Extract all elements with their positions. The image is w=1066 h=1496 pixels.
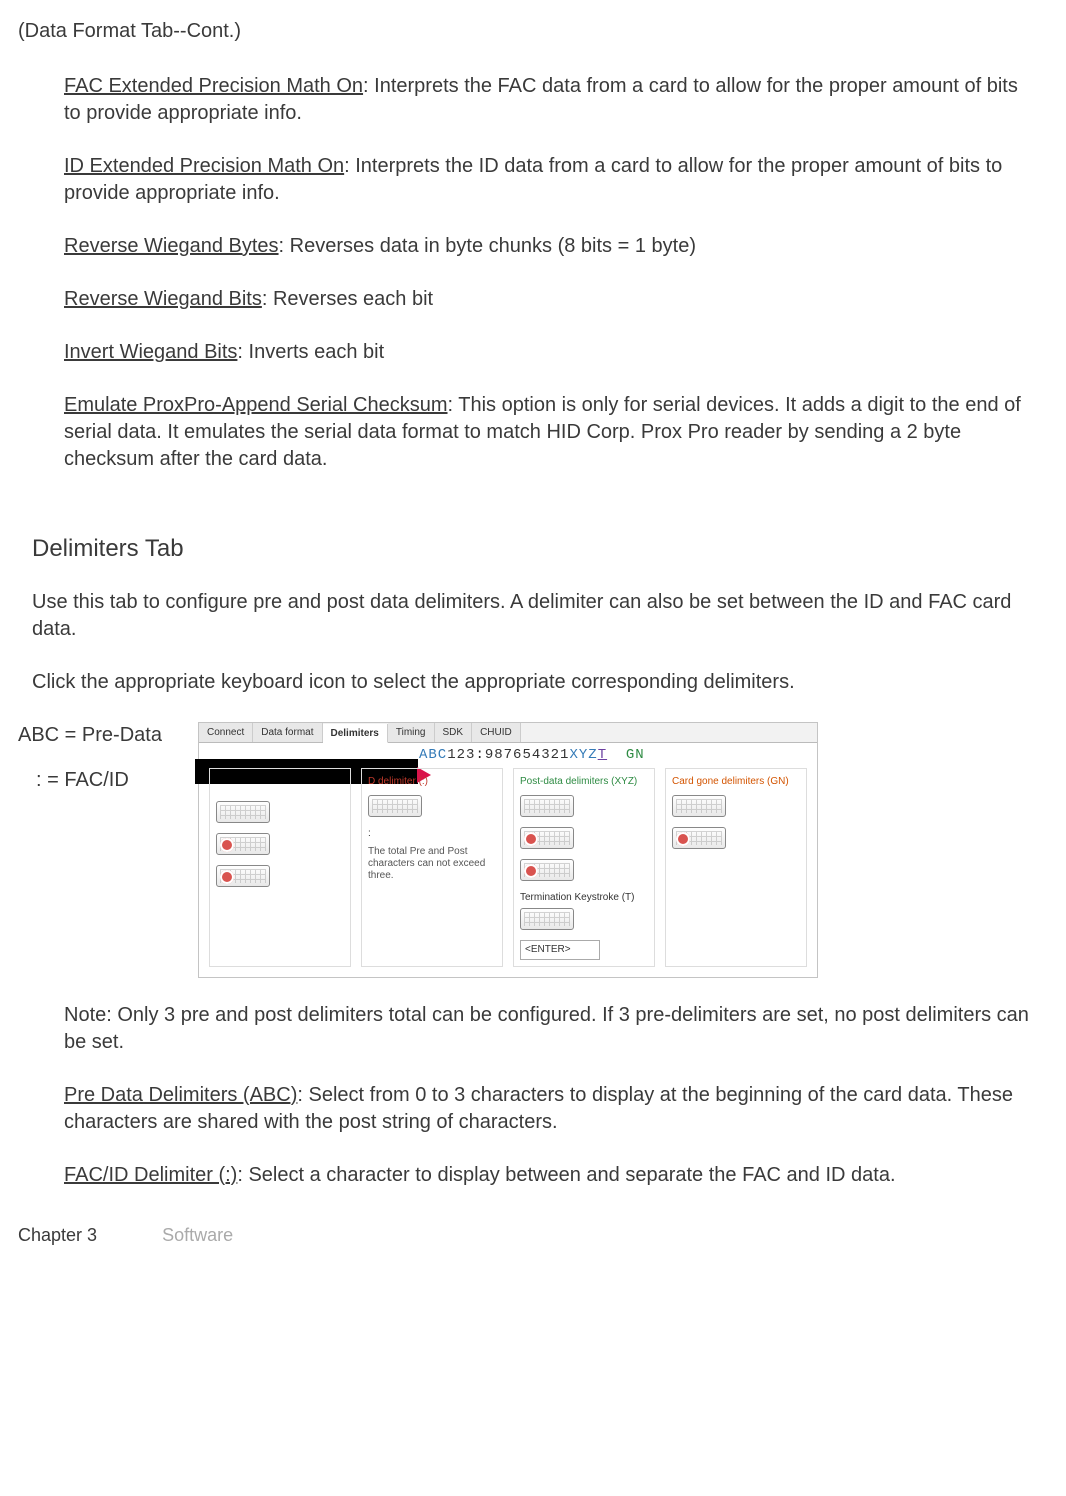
termination-label: Termination Keystroke (T) <box>520 891 648 905</box>
keyboard-icon[interactable] <box>368 795 422 817</box>
panel-post-data: Post-data delimiters (XYZ) Termination K… <box>513 768 655 967</box>
definition-term: FAC Extended Precision Math On <box>64 75 363 97</box>
panel-title: Card gone delimiters (GN) <box>672 775 800 789</box>
definition-item: FAC/ID Delimiter (:): Select a character… <box>64 1162 1038 1189</box>
definition-term: Pre Data Delimiters (ABC) <box>64 1084 297 1106</box>
delimiters-intro-2: Click the appropriate keyboard icon to s… <box>32 669 1038 696</box>
definition-item: FAC Extended Precision Math On: Interpre… <box>64 73 1038 127</box>
keyboard-icon[interactable] <box>672 795 726 817</box>
tab-timing[interactable]: Timing <box>388 723 435 742</box>
definition-term: FAC/ID Delimiter (:) <box>64 1164 237 1186</box>
tab-connect[interactable]: Connect <box>199 723 253 742</box>
panel-note: The total Pre and Post characters can no… <box>368 846 496 882</box>
panel-pre-data <box>209 768 351 967</box>
colon-value: : <box>368 827 496 841</box>
definition-term: Emulate ProxPro-Append Serial Checksum <box>64 394 448 416</box>
definition-item: Invert Wiegand Bits: Inverts each bit <box>64 339 1038 366</box>
definition-term: ID Extended Precision Math On <box>64 155 344 177</box>
definition-item: Reverse Wiegand Bytes: Reverses data in … <box>64 233 1038 260</box>
tab-chuid[interactable]: CHUID <box>472 723 521 742</box>
keyboard-icon[interactable] <box>520 795 574 817</box>
tab-data-format[interactable]: Data format <box>253 723 322 742</box>
keyboard-icon[interactable] <box>216 801 270 823</box>
keyboard-disabled-icon[interactable] <box>216 865 270 887</box>
page-footer: Chapter 3 Software <box>18 1223 1038 1247</box>
chapter-label: Chapter 3 <box>18 1225 97 1245</box>
tab-sdk[interactable]: SDK <box>435 723 473 742</box>
section-title: (Data Format Tab--Cont.) <box>18 18 1038 45</box>
enter-value: <ENTER> <box>520 940 600 960</box>
keyboard-disabled-icon[interactable] <box>520 859 574 881</box>
section-label: Software <box>162 1225 233 1245</box>
definition-item: Reverse Wiegand Bits: Reverses each bit <box>64 286 1038 313</box>
definition-item: Pre Data Delimiters (ABC): Select from 0… <box>64 1082 1038 1136</box>
tab-delimiters[interactable]: Delimiters <box>323 724 388 743</box>
definition-text: : Reverses each bit <box>262 288 433 310</box>
delimiters-screenshot: ConnectData formatDelimitersTimingSDKCHU… <box>198 722 818 977</box>
definition-item: Emulate ProxPro-Append Serial Checksum: … <box>64 392 1038 473</box>
keyboard-disabled-icon[interactable] <box>672 827 726 849</box>
tab-bar: ConnectData formatDelimitersTimingSDKCHU… <box>199 723 817 743</box>
definition-term: Reverse Wiegand Bits <box>64 288 262 310</box>
note-text: Note: Only 3 pre and post delimiters tot… <box>64 1002 1038 1056</box>
annotation-predata: ABC = Pre-Data <box>18 722 198 749</box>
definition-text: : Reverses data in byte chunks (8 bits =… <box>279 235 696 257</box>
delimiters-intro-1: Use this tab to configure pre and post d… <box>32 589 1038 643</box>
definition-term: Reverse Wiegand Bytes <box>64 235 279 257</box>
panel-title: Post-data delimiters (XYZ) <box>520 775 648 789</box>
definition-item: ID Extended Precision Math On: Interpret… <box>64 153 1038 207</box>
keyboard-disabled-icon[interactable] <box>216 833 270 855</box>
annotation-facid: : = FAC/ID <box>36 767 198 794</box>
definition-text: : Inverts each bit <box>237 341 384 363</box>
definition-text: : Select a character to display between … <box>237 1164 895 1186</box>
definition-term: Invert Wiegand Bits <box>64 341 237 363</box>
panel-card-gone: Card gone delimiters (GN) <box>665 768 807 967</box>
delimiters-heading: Delimiters Tab <box>32 533 1038 565</box>
keyboard-icon[interactable] <box>520 908 574 930</box>
panel-facid-delim: D delimiter (:) : The total Pre and Post… <box>361 768 503 967</box>
panel-title: D delimiter (:) <box>368 775 496 789</box>
keyboard-disabled-icon[interactable] <box>520 827 574 849</box>
